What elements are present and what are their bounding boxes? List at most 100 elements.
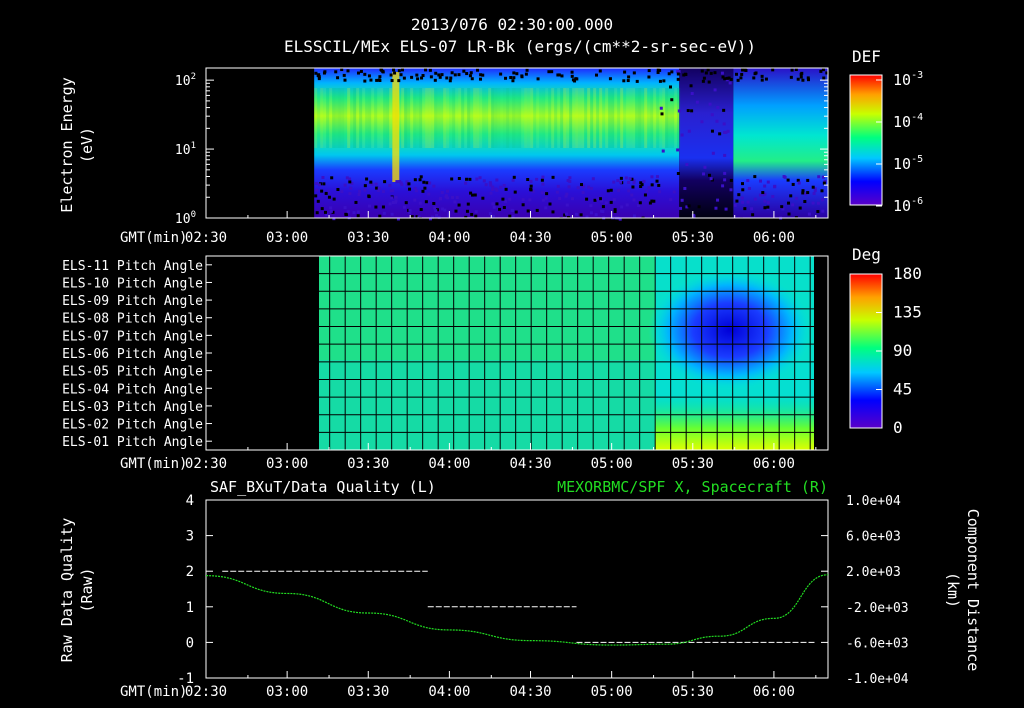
spectrogram-speckle — [740, 72, 744, 76]
spectrogram-speckle — [317, 75, 321, 79]
pa-row-label: ELS-02 Pitch Angle — [62, 418, 203, 433]
spectrogram-speckle — [541, 182, 545, 186]
deg-colorbar-label: 0 — [893, 418, 903, 437]
spectrogram-speckle — [551, 210, 555, 214]
time-tick-label: 04:30 — [509, 456, 551, 472]
spectrogram-speckle — [627, 75, 631, 79]
spectrogram-speckle — [680, 133, 684, 137]
spectrogram-speckle — [806, 78, 810, 82]
spectrogram-speckle — [356, 210, 360, 214]
spectrogram-speckle — [363, 79, 367, 83]
spectrogram-speckle — [690, 92, 694, 96]
right-tick-label: -1.0e+04 — [846, 672, 909, 687]
spectrogram-speckle — [760, 74, 764, 78]
spectrogram-speckle — [619, 176, 623, 180]
pa-row-label: ELS-05 Pitch Angle — [62, 365, 203, 380]
spectrogram-texture — [629, 88, 633, 148]
spectrogram-speckle — [758, 179, 762, 183]
spectrogram-speckle — [390, 212, 394, 216]
spectrogram-texture — [500, 88, 504, 148]
spectrogram-speckle — [575, 212, 579, 216]
spectrogram-speckle — [482, 179, 486, 183]
spectrogram-speckle — [397, 69, 401, 73]
spectrogram-speckle — [503, 199, 507, 203]
spectrogram-texture — [317, 88, 321, 148]
spectrogram-speckle — [437, 215, 441, 219]
spectrogram-speckle — [320, 189, 324, 193]
spectrogram-texture — [329, 88, 333, 148]
spectrogram-texture — [530, 88, 534, 148]
spectrogram-texture — [458, 88, 462, 148]
spectrogram-speckle — [479, 73, 483, 77]
spectrogram-speckle — [435, 214, 439, 218]
spectrogram-speckle — [635, 79, 639, 83]
spectrogram-texture — [614, 88, 618, 148]
spectrogram-texture — [596, 88, 600, 148]
spectrogram-speckle — [494, 187, 498, 191]
spectrogram-speckle — [570, 70, 574, 74]
spectrogram-speckle — [420, 76, 424, 80]
spectrogram-speckle — [470, 212, 474, 216]
spectrogram-speckle — [511, 215, 515, 219]
time-axis-panel-2: GMT(min)02:30 03:00 03:30 04:00 04:30 05:00 05… — [120, 443, 817, 472]
spectrogram-texture — [518, 88, 522, 148]
spectrogram-texture — [335, 88, 339, 148]
time-tick-label: 03:00 — [266, 456, 308, 472]
spectrogram-speckle — [801, 189, 805, 193]
spectrogram-texture — [551, 88, 555, 148]
spectrogram-speckle — [422, 180, 426, 184]
spectrogram-speckle — [529, 188, 533, 192]
spectrogram-speckle — [413, 198, 417, 202]
spectrogram-speckle — [647, 186, 651, 190]
spectrogram-speckle — [619, 180, 623, 184]
spectrogram-speckle — [787, 212, 791, 216]
spectrogram-speckle — [390, 196, 394, 200]
pitch-angle-grid — [313, 255, 814, 451]
spectrogram-texture — [359, 88, 363, 148]
spectrogram-speckle — [789, 75, 793, 79]
spectrogram-speckle — [556, 73, 560, 77]
pa-row-label: ELS-11 Pitch Angle — [62, 259, 203, 274]
spectrogram-texture — [605, 88, 609, 148]
spectrogram-texture — [509, 88, 513, 148]
spectrogram-speckle — [687, 204, 691, 208]
spectrogram-speckle — [336, 76, 340, 80]
spectrogram-speckle — [655, 179, 659, 183]
spectrogram-speckle — [746, 179, 750, 183]
spectrogram-speckle — [630, 193, 634, 197]
spectrogram-speckle — [410, 215, 414, 219]
spectrogram-speckle — [329, 206, 333, 210]
spectrogram-texture — [497, 88, 501, 148]
spectrogram-speckle — [331, 210, 335, 214]
spectrogram-speckle — [465, 72, 469, 76]
time-tick-label: 05:30 — [672, 456, 714, 472]
spectrogram-main-block — [314, 68, 680, 218]
deg-colorbar-label: 45 — [893, 380, 912, 399]
spectrogram-speckle — [441, 207, 445, 211]
spectrogram-speckle — [669, 85, 673, 89]
spectrogram-speckle — [454, 209, 458, 213]
spectrogram-speckle — [398, 179, 402, 183]
spectrogram-speckle — [648, 201, 652, 205]
spectrogram-texture — [488, 88, 492, 148]
spectrogram-speckle — [370, 182, 374, 186]
spectrogram-speckle — [375, 186, 379, 190]
spectrogram-texture — [638, 88, 642, 148]
spectrogram-speckle — [798, 206, 802, 210]
spectrogram-speckle — [531, 189, 535, 193]
spectrogram-speckle — [711, 151, 715, 155]
spectrogram-speckle — [541, 198, 545, 202]
spectrogram-texture — [422, 88, 426, 148]
spectrogram-texture — [581, 88, 585, 148]
spectrogram-speckle — [327, 195, 331, 199]
spectrogram-speckle — [440, 190, 444, 194]
spectrogram-speckle — [526, 209, 530, 213]
spectrogram-texture — [623, 88, 627, 148]
spectrogram-speckle — [725, 76, 729, 80]
spectrogram-speckle — [797, 181, 801, 185]
spectrogram-speckle — [374, 205, 378, 209]
spectrogram-speckle — [504, 187, 508, 191]
spectrogram-texture — [332, 88, 336, 148]
spectrogram-texture — [503, 88, 507, 148]
spectrogram-speckle — [415, 215, 419, 219]
